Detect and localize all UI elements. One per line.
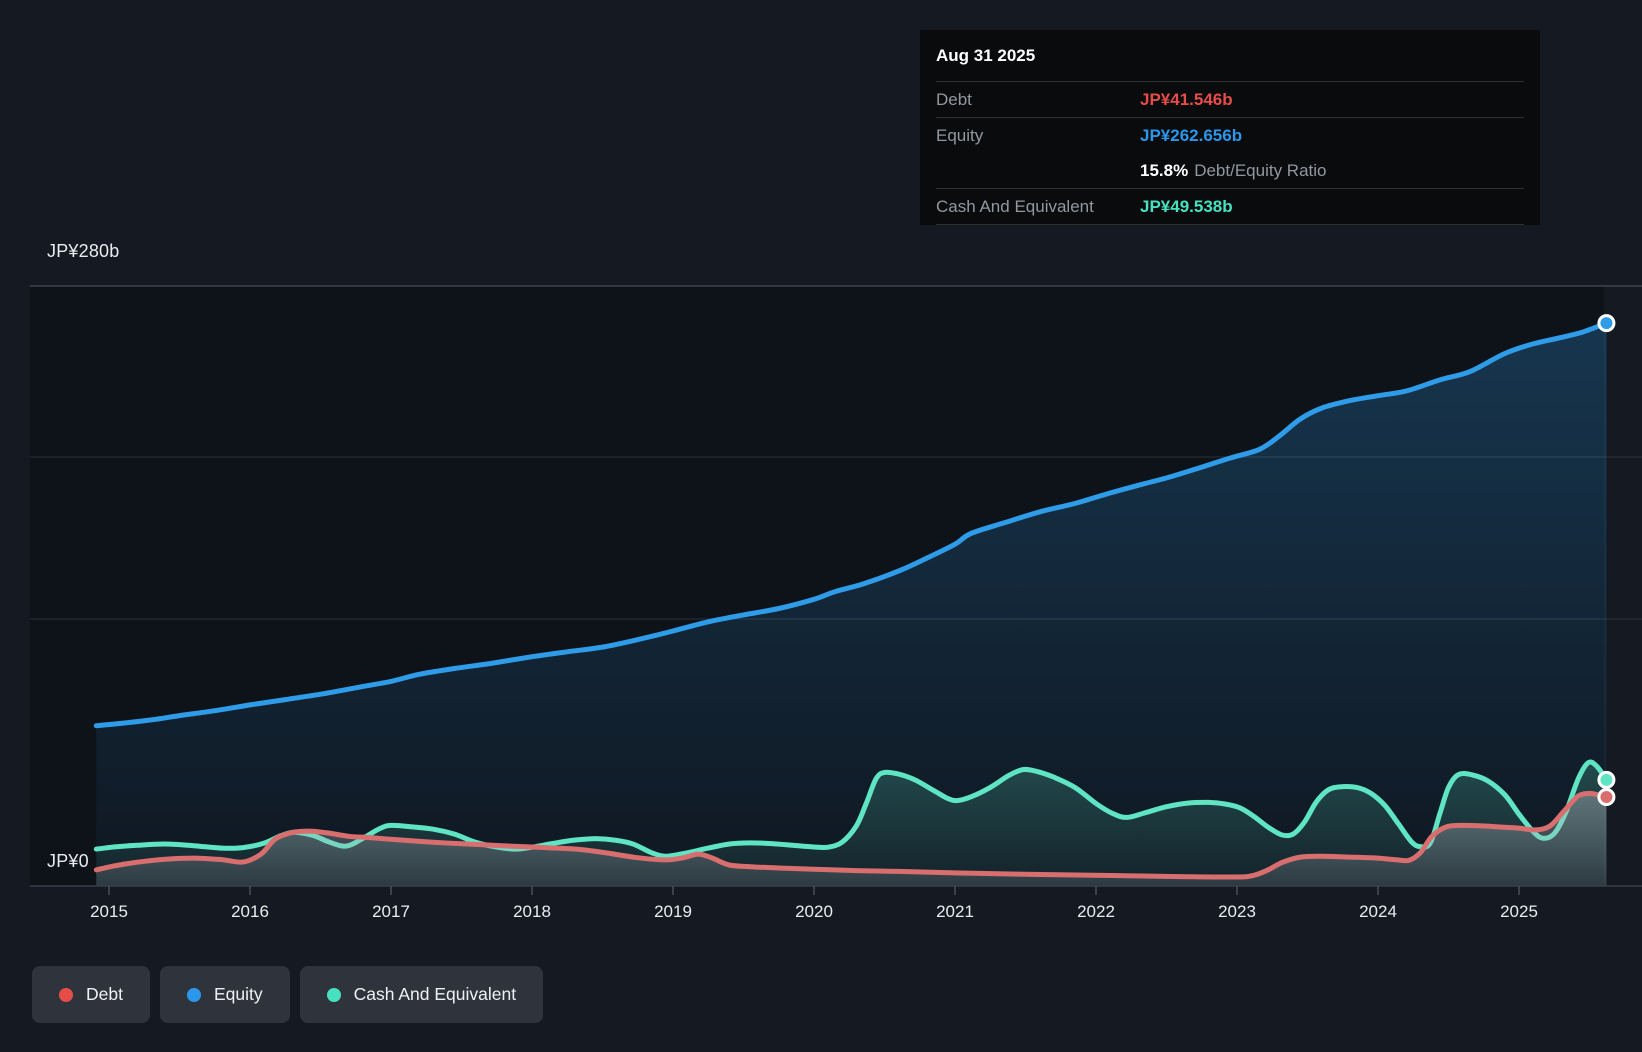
legend-equity-label: Equity (213, 984, 263, 1004)
chart-tooltip: Aug 31 2025 Debt JP¥41.546b Equity JP¥26… (920, 30, 1540, 225)
x-tick-label: 2020 (795, 902, 833, 921)
x-tick-label: 2015 (90, 902, 128, 921)
tooltip-ratio-label: Debt/Equity Ratio (1194, 161, 1327, 180)
tooltip-cash-value: JP¥49.538b (1140, 197, 1233, 216)
tooltip-cash-row: Cash And Equivalent JP¥49.538b (936, 189, 1524, 225)
tooltip-equity-label: Equity (936, 126, 984, 145)
tooltip-debt-label: Debt (936, 90, 972, 109)
x-tick-label: 2024 (1359, 902, 1397, 921)
y-axis-zero-label: JP¥0 (47, 851, 89, 871)
cash-end-marker (1597, 770, 1616, 789)
cash-legend-dot-icon (326, 987, 341, 1002)
tooltip-cash-label: Cash And Equivalent (936, 197, 1094, 216)
tooltip-equity-row: Equity JP¥262.656b (936, 118, 1524, 153)
equity-end-marker (1597, 314, 1616, 333)
legend-cash-label: Cash And Equivalent (353, 984, 517, 1004)
debt-end-marker (1597, 787, 1616, 806)
legend-item-cash[interactable]: Cash And Equivalent (299, 966, 544, 1023)
tooltip-debt-value: JP¥41.546b (1140, 90, 1233, 109)
x-tick-label: 2023 (1218, 902, 1256, 921)
legend-debt-label: Debt (86, 984, 123, 1004)
tooltip-ratio-value: 15.8% (1140, 161, 1189, 180)
debt-legend-dot-icon (59, 987, 73, 1002)
y-axis-max-label: JP¥280b (47, 241, 120, 261)
legend-item-debt[interactable]: Debt (32, 966, 150, 1023)
x-tick-label: 2025 (1500, 902, 1538, 921)
x-tick-label: 2021 (936, 902, 974, 921)
equity-line (93, 320, 1609, 729)
legend-item-equity[interactable]: Equity (159, 966, 290, 1023)
equity-legend-dot-icon (186, 987, 201, 1002)
x-tick-label: 2018 (513, 902, 551, 921)
x-tick-label: 2017 (372, 902, 410, 921)
tooltip-debt-row: Debt JP¥41.546b (936, 82, 1524, 118)
equity-area (96, 323, 1607, 886)
debt-area (96, 793, 1607, 886)
x-tick-label: 2016 (231, 902, 269, 921)
x-tick-label: 2019 (654, 902, 692, 921)
tooltip-ratio-row: 15.8% Debt/Equity Ratio (936, 153, 1524, 189)
tooltip-equity-value: JP¥262.656b (1140, 126, 1243, 145)
chart-legend: Debt Equity Cash And Equivalent (32, 966, 544, 1023)
x-tick-label: 2022 (1077, 902, 1115, 921)
debt-line (93, 790, 1609, 880)
tooltip-date: Aug 31 2025 (936, 30, 1524, 82)
